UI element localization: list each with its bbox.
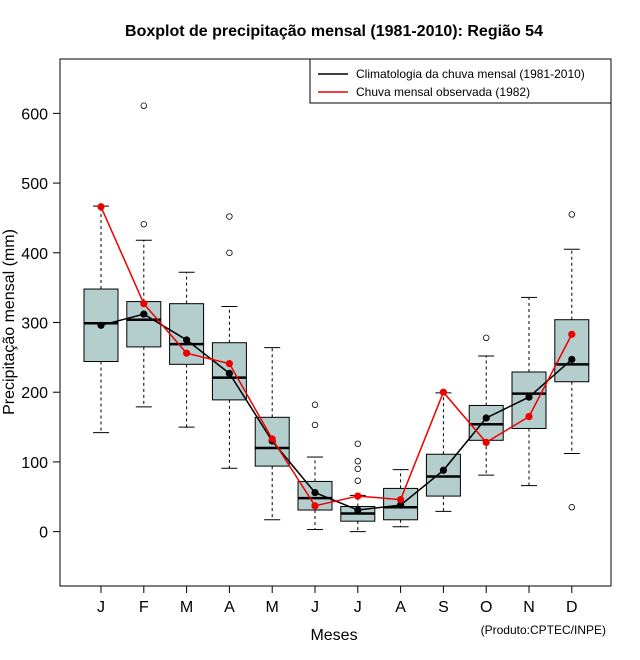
- observed-point: [311, 502, 319, 510]
- observed-point: [183, 349, 191, 357]
- y-tick-label: 400: [21, 246, 48, 263]
- x-tick-label: M: [266, 599, 279, 616]
- outlier-point: [568, 504, 575, 511]
- x-tick-label: D: [566, 599, 578, 616]
- box-F: [126, 301, 162, 348]
- x-tick-label: A: [395, 599, 406, 616]
- observed-point: [397, 495, 405, 504]
- outlier-point: [311, 401, 319, 408]
- outlier-point: [568, 211, 575, 218]
- box-O: [468, 404, 504, 441]
- boxes-group: [83, 102, 590, 533]
- observed-point: [568, 330, 576, 338]
- outlier-point: [354, 477, 361, 484]
- outlier-point: [483, 334, 490, 342]
- box-S: [425, 453, 461, 497]
- climatology-point: [311, 488, 319, 497]
- outlier-point: [354, 440, 361, 447]
- outlier-point: [311, 421, 319, 429]
- observed-point: [482, 438, 490, 446]
- observed-point: [525, 413, 533, 421]
- outlier-point: [354, 465, 361, 473]
- outlier-point: [140, 102, 147, 109]
- y-tick-label: 300: [21, 316, 48, 333]
- x-tick-label: J: [354, 599, 362, 616]
- x-axis-label: Meses: [310, 627, 357, 644]
- x-tick-label: J: [311, 599, 319, 616]
- outlier-point: [226, 249, 233, 256]
- box-D: [554, 319, 590, 383]
- x-tick-label: F: [139, 599, 149, 616]
- outlier-point: [354, 458, 361, 465]
- legend-box: [309, 58, 612, 104]
- climatology-point: [97, 321, 105, 329]
- legend-label-climatology: Climatologia da chuva mensal (1981-2010): [356, 67, 585, 81]
- climatology-point: [439, 466, 447, 474]
- y-tick-label: 600: [21, 106, 48, 123]
- climatology-point: [225, 369, 233, 377]
- climatology-point: [397, 501, 405, 509]
- observed-point: [439, 388, 447, 396]
- legend-label-observed: Chuva mensal observada (1982): [356, 85, 530, 99]
- y-tick-label: 0: [39, 525, 48, 542]
- observed-point: [354, 492, 362, 500]
- x-tick-label: N: [523, 599, 535, 616]
- credit-text: (Produto:CPTEC/INPE): [481, 623, 606, 637]
- observed-point: [268, 435, 276, 443]
- y-axis-label: Precipitação mensal (mm): [1, 229, 18, 415]
- observed-point: [140, 300, 148, 308]
- observed-line: [100, 206, 573, 507]
- legend: Climatologia da chuva mensal (1981-2010)…: [309, 58, 612, 104]
- y-tick-label: 200: [21, 385, 48, 402]
- observed-point: [97, 203, 105, 211]
- observed-point: [225, 360, 233, 368]
- outlier-point: [226, 213, 233, 220]
- climatology-point: [482, 414, 490, 422]
- x-tick-label: M: [180, 599, 193, 616]
- y-tick-label: 100: [21, 455, 48, 472]
- y-axis: 0 100 200 300 400 500 600: [21, 106, 60, 542]
- climatology-point: [568, 355, 576, 364]
- x-tick-label: A: [224, 599, 235, 616]
- x-tick-label: J: [97, 599, 105, 616]
- y-tick-label: 500: [21, 176, 48, 193]
- climatology-point: [183, 336, 191, 344]
- chart-title: Boxplot de precipitação mensal (1981-201…: [125, 23, 543, 40]
- outlier-point: [140, 221, 147, 228]
- climatology-point: [525, 393, 533, 401]
- series-lines-group: [97, 203, 576, 514]
- climatology-point: [354, 506, 362, 514]
- x-tick-label: S: [438, 599, 449, 616]
- climatology-point: [140, 310, 148, 318]
- x-tick-label: O: [480, 599, 492, 616]
